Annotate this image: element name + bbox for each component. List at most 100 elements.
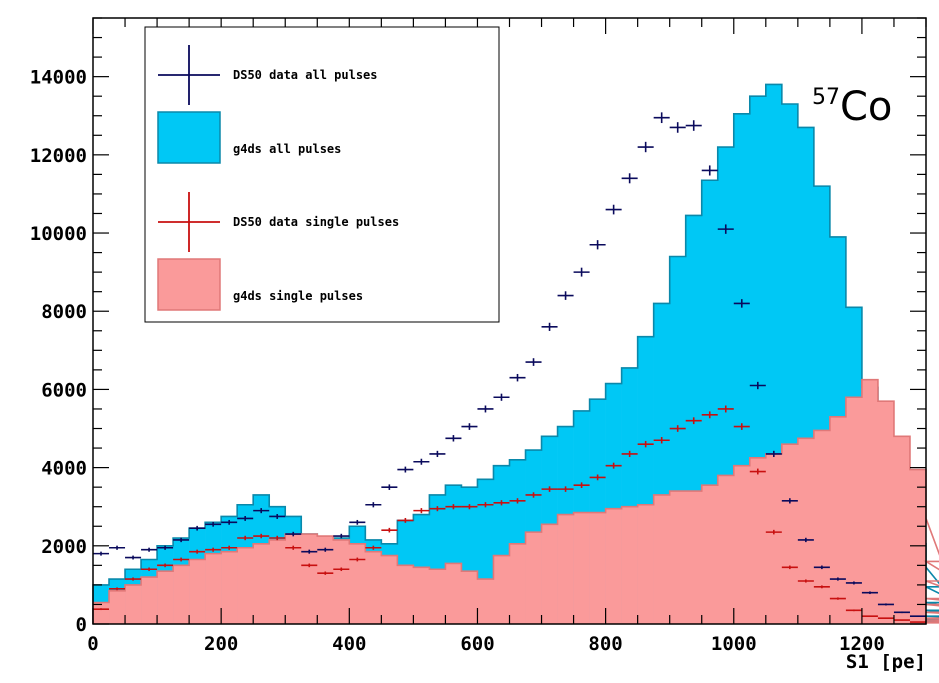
ds50-single-point (845, 609, 862, 612)
legend-entry: g4ds all pulses (157, 111, 341, 164)
g4ds-single-bar (333, 539, 350, 624)
ds50-all-point (221, 519, 238, 525)
g4ds-single-bar (461, 571, 478, 624)
y-tick-label: 2000 (41, 536, 87, 558)
ds50-all-point (893, 611, 910, 614)
ds50-all-point (829, 577, 846, 581)
g4ds-single-bar (669, 491, 687, 624)
g4ds-single-bar (637, 504, 654, 624)
x-tick-label: 200 (204, 633, 238, 655)
legend-entry: g4ds single pulses (157, 258, 363, 311)
ds50-single-point (221, 545, 238, 550)
g4ds-single-bar (861, 379, 879, 624)
ds50-single-point (397, 517, 414, 523)
ds50-single-point (509, 498, 526, 504)
g4ds-single-bar (221, 551, 238, 624)
g4ds-single-bar (381, 555, 398, 624)
ds50-all-point (669, 122, 686, 133)
ds50-single-point (829, 597, 846, 600)
ds50-single-point (589, 474, 606, 481)
ds50-single-point (125, 577, 142, 581)
g4ds-single-bar (237, 547, 254, 624)
g4ds-single-bar (477, 579, 494, 624)
ds50-all-point (93, 551, 110, 556)
ds50-all-point (413, 458, 430, 465)
ds50-single-point (605, 462, 622, 469)
g4ds-single-bar (93, 602, 110, 624)
g4ds-single-bar (173, 565, 190, 624)
g4ds-single-bar (813, 430, 831, 624)
y-tick-label: 14000 (30, 67, 87, 89)
ds50-all-point (141, 547, 158, 552)
g4ds-single-bar (365, 551, 382, 624)
ds50-all-point (445, 435, 462, 442)
g4ds-single-bar (493, 555, 510, 624)
ds50-single-point (621, 450, 638, 458)
g4ds-single-bar (557, 514, 574, 624)
ds50-single-point (285, 545, 302, 550)
g4ds-single-bar (605, 508, 622, 624)
ds50-all-point (173, 537, 190, 543)
y-tick-label: 6000 (41, 379, 87, 401)
legend-label: g4ds single pulses (233, 289, 363, 303)
ds50-single-point (141, 567, 158, 572)
ds50-all-point (749, 381, 766, 390)
ds50-single-point (461, 504, 478, 510)
ds50-all-point (605, 204, 622, 215)
ds50-all-point (525, 358, 542, 366)
ds50-all-point (573, 267, 590, 277)
x-tick-label: 1200 (839, 633, 885, 655)
legend-entries: DS50 data all pulses g4ds all pulses DS50 … (157, 45, 399, 311)
ds50-single-point (301, 563, 318, 568)
ds50-all-point (349, 519, 366, 525)
ds50-all-point (253, 508, 270, 514)
ds50-single-point (717, 405, 734, 413)
g4ds-single-bar (349, 543, 366, 624)
axis-tick-labels: 0 200 400 600 800 1000 12000200040006000800010… (30, 67, 885, 655)
g4ds-single-bar (109, 590, 126, 624)
g4ds-single-bar (445, 563, 462, 624)
ds50-single-point (685, 417, 702, 425)
ds50-all-point (461, 423, 478, 430)
ds50-single-point (797, 579, 814, 583)
x-tick-label: 0 (87, 633, 98, 655)
ds50-all-point (637, 141, 654, 153)
ds50-single-point (429, 506, 446, 512)
g4ds-single-bar (157, 571, 174, 624)
g4ds-single-bar (317, 536, 334, 624)
ds50-all-point (861, 591, 878, 595)
ds50-single-point (669, 425, 686, 432)
g4ds-single-bar (285, 534, 302, 624)
ds50-single-point (109, 587, 126, 591)
ds50-single-point (701, 411, 718, 419)
ds50-all-point (621, 173, 638, 184)
ds50-single-point (269, 535, 286, 541)
ds50-all-point (797, 537, 814, 543)
ds50-single-point (653, 437, 670, 444)
ds50-all-point (493, 393, 510, 401)
g4ds-single-bar (269, 539, 286, 624)
g4ds-single-bar (573, 512, 590, 624)
ds50-all-point (301, 549, 318, 554)
ds50-single-point (205, 547, 222, 552)
ds50-single-point (541, 486, 558, 492)
ds50-all-point (557, 291, 574, 300)
g4ds-single-bar (685, 491, 703, 624)
g4ds-single-bar (701, 485, 719, 624)
ds50-all-point (781, 498, 798, 504)
data-points-layer (93, 112, 926, 623)
ds50-single-point (253, 533, 270, 539)
ds50-all-point (733, 299, 750, 308)
ds50-single-point (861, 615, 878, 617)
g4ds-single-bar (717, 475, 735, 624)
g4ds-single-bar (189, 559, 206, 624)
ds50-single-point (893, 619, 910, 621)
ds50-single-point (749, 468, 766, 475)
g4ds-single-bar (829, 416, 847, 624)
g4ds-single-bar (781, 444, 799, 624)
ds50-single-point (413, 508, 430, 514)
ds50-single-point (365, 545, 382, 550)
g4ds-single-bar (413, 567, 430, 624)
ds50-all-point (109, 545, 126, 550)
